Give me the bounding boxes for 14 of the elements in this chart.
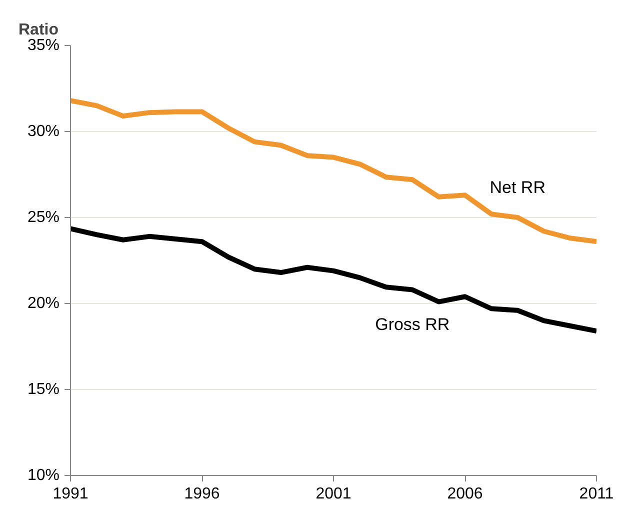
series-label: Net RR <box>490 178 546 197</box>
x-tick-label: 2001 <box>316 486 352 502</box>
x-tick-label: 2006 <box>447 486 483 502</box>
y-tick-label: 20% <box>27 295 60 312</box>
y-tick-label: 35% <box>27 37 60 54</box>
x-tick-label: 1991 <box>52 486 88 502</box>
y-tick-label: 10% <box>27 467 60 484</box>
x-tick-label: 1996 <box>184 486 220 502</box>
y-axis-title: Ratio <box>18 22 59 38</box>
y-tick-label: 25% <box>27 209 60 226</box>
y-tick-label: 15% <box>27 381 60 398</box>
series-label: Gross RR <box>375 315 450 334</box>
x-tick-label: 2011 <box>579 486 614 502</box>
y-tick-label: 30% <box>27 123 60 140</box>
